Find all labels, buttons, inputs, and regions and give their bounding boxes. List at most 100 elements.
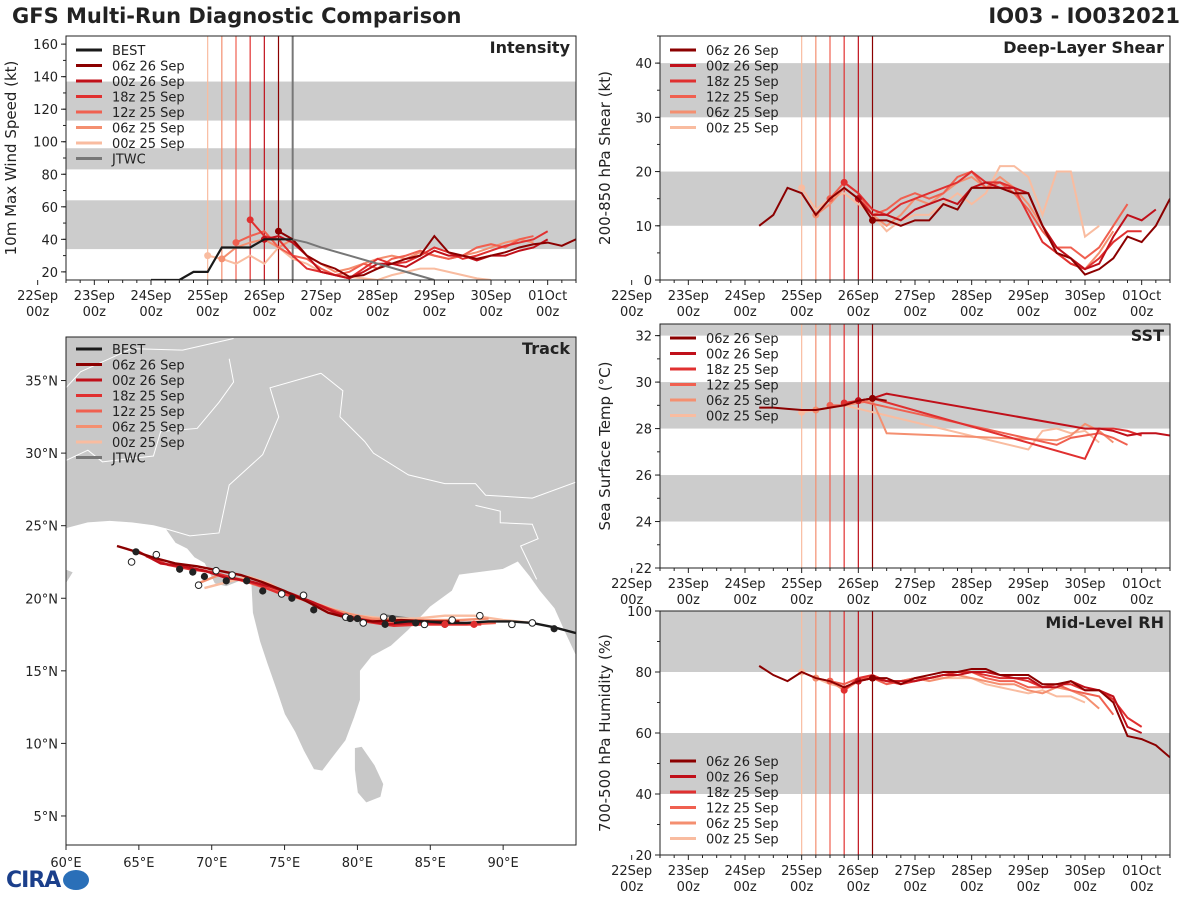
track-marker-open <box>277 590 286 598</box>
sst-xtick-label: 00z <box>677 593 701 608</box>
intensity-band <box>66 200 576 250</box>
shear-legend-label: 12z 25 Sep <box>706 91 779 106</box>
shear-xtick-label: 00z <box>903 305 927 320</box>
intensity-legend-label: 00z 26 Sep <box>112 75 185 90</box>
rh-xtick-label: 00z <box>733 880 757 895</box>
intensity-series-line <box>249 219 549 280</box>
intensity-ytick-label: 140 <box>33 71 58 86</box>
sst-xtick-label: 00z <box>847 593 871 608</box>
rh-xtick-label: 00z <box>1130 880 1154 895</box>
intensity-band <box>66 81 576 121</box>
sst-series-line <box>759 397 887 411</box>
shear-legend-label: 06z 25 Sep <box>706 106 779 121</box>
track-marker-filled <box>222 577 230 585</box>
shear-band <box>660 63 1170 118</box>
track-xtick-label: 80°E <box>342 856 373 871</box>
track-marker-open <box>528 619 537 627</box>
shear-init-marker <box>869 216 876 224</box>
track-marker-open <box>359 619 368 627</box>
rh-legend-label: 00z 26 Sep <box>706 771 779 786</box>
sst-band <box>660 475 1170 522</box>
shear-init-marker <box>840 178 848 186</box>
track-legend-label: JTWC <box>111 452 146 467</box>
sst-xtick-label: 26Sep <box>838 577 879 592</box>
track-marker-open <box>420 620 429 629</box>
track-xtick-label: 75°E <box>269 856 300 871</box>
intensity-legend-label: 00z 25 Sep <box>112 137 185 152</box>
track-xtick-label: 70°E <box>196 856 227 871</box>
shear-xtick-label: 01Oct <box>1122 289 1161 304</box>
intensity-xtick-label: 00z <box>309 305 333 320</box>
shear-legend-label: 06z 26 Sep <box>706 44 779 59</box>
intensity-legend-label: 06z 25 Sep <box>112 122 185 137</box>
sst-xtick-label: 30Sep <box>1064 577 1105 592</box>
rh-xtick-label: 22Sep <box>611 864 652 879</box>
shear-ytick-label: 0 <box>644 274 652 289</box>
intensity-ytick-label: 20 <box>41 266 58 281</box>
rh-ytick-label: 80 <box>635 666 652 681</box>
shear-series-line <box>843 170 1142 271</box>
sst-ytick-label: 32 <box>635 330 652 345</box>
sst-plot-area <box>759 392 1170 460</box>
intensity-plot-area <box>151 216 576 280</box>
intensity-xtick-label: 22Sep <box>17 289 58 304</box>
sst-xtick-label: 22Sep <box>611 577 652 592</box>
shear-xtick-label: 26Sep <box>838 289 879 304</box>
track-legend-label: 06z 25 Sep <box>112 421 185 436</box>
shear-series-line <box>857 181 1157 271</box>
rh-title: Mid-Level RH <box>1045 613 1164 632</box>
rh-ytick-label: 100 <box>627 605 652 620</box>
rh-xtick-label: 30Sep <box>1064 864 1105 879</box>
sst-legend-label: 00z 25 Sep <box>706 410 779 425</box>
shear-xtick-label: 00z <box>1130 305 1154 320</box>
intensity-series-line <box>151 238 293 280</box>
track-xtick-label: 60°E <box>50 856 81 871</box>
country-border <box>66 358 235 463</box>
land-asia <box>66 337 576 772</box>
rh-xtick-label: 00z <box>903 880 927 895</box>
shear-ytick-label: 40 <box>635 57 652 72</box>
sst-ytick-label: 30 <box>635 376 652 391</box>
rh-legend-label: 06z 26 Sep <box>706 755 779 770</box>
rh-init-marker <box>840 686 848 694</box>
shear-xtick-label: 00z <box>790 305 814 320</box>
intensity-init-marker <box>204 252 212 260</box>
intensity-xtick-label: 00z <box>83 305 107 320</box>
intensity-ytick-label: 60 <box>41 201 58 216</box>
rh-xtick-label: 25Sep <box>781 864 822 879</box>
track-marker-filled <box>132 548 140 556</box>
track-legend-label: 00z 26 Sep <box>112 374 185 389</box>
sst-xtick-label: 00z <box>790 593 814 608</box>
intensity-xtick-label: 00z <box>366 305 390 320</box>
shear-xtick-label: 30Sep <box>1064 289 1105 304</box>
intensity-xtick-label: 00z <box>196 305 220 320</box>
land-west <box>66 568 74 585</box>
shear-xtick-label: 22Sep <box>611 289 652 304</box>
intensity-series-line <box>292 238 435 280</box>
shear-xtick-label: 00z <box>677 305 701 320</box>
sst-band <box>660 382 1170 429</box>
sst-xtick-label: 00z <box>1130 593 1154 608</box>
shear-legend-label: 00z 26 Sep <box>706 60 779 75</box>
shear-series-line <box>758 186 1170 276</box>
track-marker-filled <box>412 619 420 627</box>
map-area <box>66 337 576 804</box>
rh-xtick-label: 00z <box>620 880 644 895</box>
sst-legend-label: 06z 26 Sep <box>706 332 779 347</box>
shear-xtick-label: 00z <box>1017 305 1041 320</box>
intensity-init-marker <box>232 239 240 247</box>
shear-panel: 01020304022Sep00z23Sep00z24Sep00z25Sep00… <box>596 35 1171 320</box>
swirl-icon <box>63 870 90 890</box>
track-marker-open <box>212 566 220 575</box>
country-border <box>320 372 576 499</box>
intensity-xtick-label: 26Sep <box>244 289 285 304</box>
track-marker-filled <box>310 606 318 614</box>
rh-xtick-label: 26Sep <box>838 864 879 879</box>
track-marker-open <box>228 571 236 579</box>
track-panel: 5°N 10°N 15°N 20°N 25°N 30°N 35°N 60°E 65°E 70°E 7… <box>25 336 577 871</box>
intensity-legend-label: 06z 26 Sep <box>112 60 185 75</box>
sst-legend-label: 18z 25 Sep <box>706 363 779 378</box>
rh-xtick-label: 28Sep <box>951 864 992 879</box>
intensity-xtick-label: 00z <box>479 305 503 320</box>
